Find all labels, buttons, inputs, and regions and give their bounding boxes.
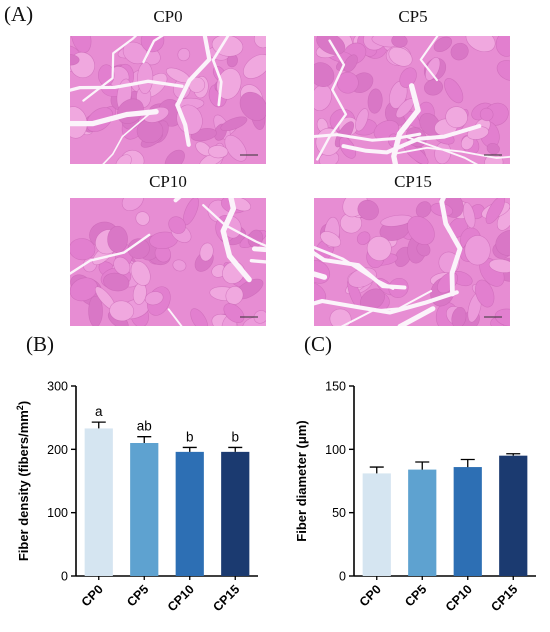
category-label: CP15: [210, 582, 242, 614]
y-tick-label: 100: [47, 506, 68, 520]
y-tick-label: 50: [332, 506, 346, 520]
micrograph-svg-cp5: [314, 36, 510, 164]
bar-cp10: [175, 451, 204, 576]
micrograph-svg-cp10: [70, 198, 266, 326]
significance-letter: b: [186, 429, 194, 444]
fiber-density-chart: 0 100 200 300 Fiber density (fibers/mm2) a CP0…: [15, 380, 258, 614]
category-label: CP10: [165, 582, 197, 614]
category-label: CP10: [443, 582, 475, 614]
error-bar: [182, 446, 197, 452]
error-bar: [228, 446, 243, 452]
y-tick-label: 200: [47, 443, 68, 457]
y-tick-label: 0: [339, 570, 346, 584]
y-tick-label: 0: [61, 570, 68, 584]
y-tick-label: 300: [47, 380, 68, 394]
category-label: CP15: [488, 582, 520, 614]
micrograph-cp5: [314, 36, 510, 164]
bar-cp0: [84, 428, 113, 576]
error-bar: [460, 458, 475, 468]
y-axis-label: Fiber density (fibers/mm2): [15, 401, 31, 561]
y-tick-label: 100: [325, 443, 346, 457]
error-bar: [137, 436, 152, 443]
bar-cp0: [362, 473, 391, 576]
significance-letter: b: [231, 429, 239, 444]
error-bar: [415, 461, 430, 470]
category-label: CP5: [124, 582, 151, 609]
micrograph-svg-cp0: [70, 36, 266, 164]
panel-b-letter: (B): [26, 332, 54, 356]
y-tick-label: 150: [325, 380, 346, 394]
bar-cp5: [130, 443, 159, 576]
panel-a-letter: (A): [4, 2, 34, 26]
category-label: CP0: [357, 582, 384, 609]
error-bar: [369, 466, 384, 474]
micrograph-label-cp15: CP15: [394, 172, 432, 191]
micrograph-cp15: [314, 198, 510, 326]
micrograph-label-cp0: CP0: [153, 7, 183, 26]
error-bar: [506, 453, 521, 456]
bar-cp15: [499, 455, 528, 576]
category-label: CP5: [402, 582, 429, 609]
significance-letter: ab: [137, 419, 152, 434]
micrograph-label-cp5: CP5: [398, 7, 428, 26]
bar-cp5: [408, 469, 437, 576]
micrograph-cp10: [70, 198, 266, 326]
significance-letter: a: [95, 404, 103, 419]
bar-cp15: [221, 451, 250, 576]
micrograph-svg-cp15: [314, 198, 510, 326]
micrograph-cp0: [70, 36, 266, 164]
bar-cp10: [453, 467, 482, 576]
fiber-diameter-chart: 0 50 100 150 Fiber diameter (μm) CP0 CP5 CP10 CP…: [294, 380, 536, 614]
panel-c-letter: (C): [304, 332, 332, 356]
category-label: CP0: [79, 582, 106, 609]
micrograph-label-cp10: CP10: [149, 172, 187, 191]
y-axis-label: Fiber diameter (μm): [294, 420, 309, 541]
error-bar: [91, 421, 106, 429]
